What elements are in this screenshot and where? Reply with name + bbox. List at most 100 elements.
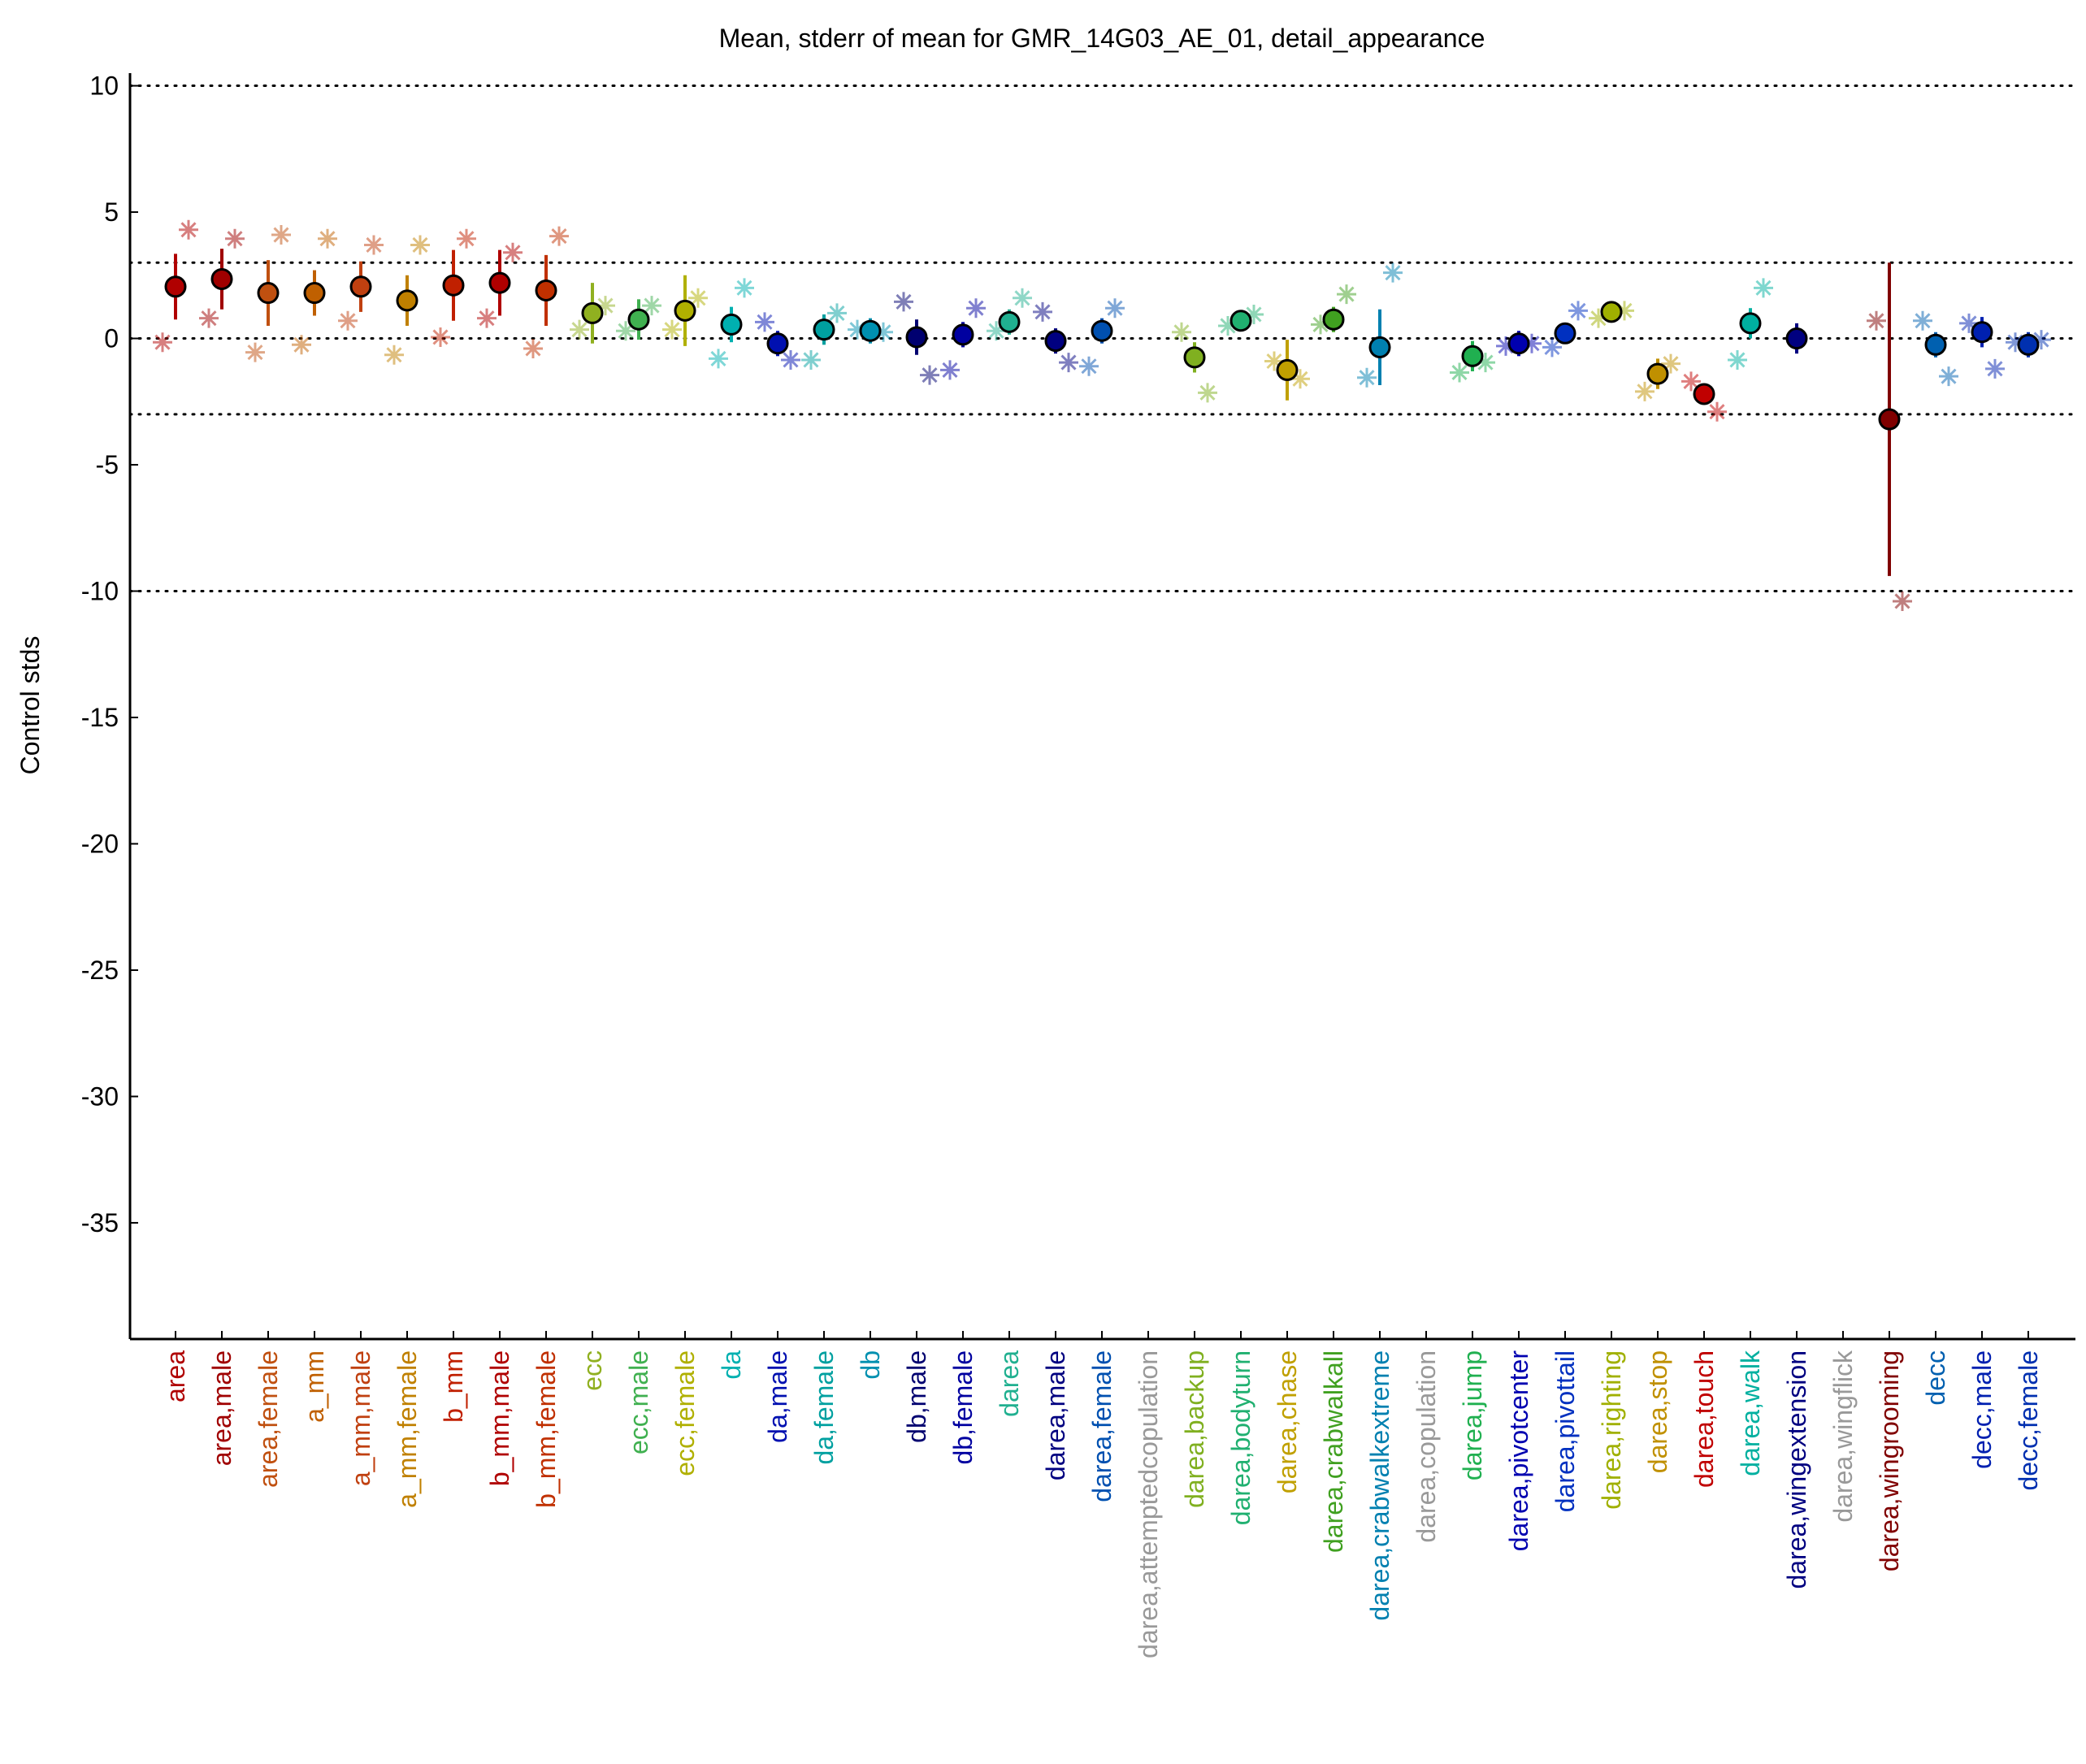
- chart-title: Mean, stderr of mean for GMR_14G03_AE_01…: [719, 24, 1485, 53]
- mean-marker: [257, 282, 280, 305]
- y-tick-label: -20: [81, 829, 119, 858]
- mean-marker: [488, 271, 511, 294]
- x-tick-label: ecc,female: [670, 1350, 700, 1476]
- x-tick-label: darea,attemptedcopulation: [1134, 1350, 1163, 1658]
- mean-marker: [1368, 336, 1391, 358]
- x-tick-label: darea,wingflick: [1828, 1350, 1858, 1523]
- x-tick-label: ecc: [578, 1350, 607, 1391]
- mean-marker: [998, 310, 1021, 333]
- star-marker: [364, 235, 384, 255]
- mean-marker: [581, 301, 604, 324]
- y-tick-label: -35: [81, 1208, 119, 1237]
- star-marker: [431, 327, 450, 347]
- star-marker: [662, 319, 682, 340]
- star-marker: [1728, 349, 1747, 370]
- star-marker: [801, 349, 821, 370]
- mean-marker: [442, 274, 465, 297]
- star-marker: [848, 319, 867, 340]
- x-tick-label: darea,copulation: [1412, 1350, 1441, 1543]
- star-marker: [477, 308, 497, 328]
- star-marker: [1754, 278, 1773, 298]
- x-tick-label: darea,wingrooming: [1875, 1350, 1904, 1571]
- mean-marker: [1229, 310, 1252, 332]
- star-marker: [384, 345, 404, 365]
- star-marker: [1959, 313, 1979, 333]
- star-marker: [1661, 353, 1681, 374]
- star-marker: [940, 360, 960, 380]
- x-tick-label: da,female: [809, 1350, 839, 1465]
- star-marker: [179, 219, 198, 240]
- star-marker: [457, 228, 476, 249]
- mean-marker: [859, 319, 882, 342]
- star-marker: [616, 321, 635, 341]
- x-tick-label: darea,male: [1041, 1350, 1070, 1480]
- mean-marker: [535, 279, 557, 301]
- x-tick-label: darea,crabwalkall: [1319, 1350, 1348, 1553]
- star-marker: [781, 349, 800, 370]
- x-tick-label: db,female: [948, 1350, 978, 1465]
- x-tick-label: darea,chase: [1273, 1350, 1302, 1493]
- star-marker: [199, 308, 219, 328]
- star-marker: [1079, 356, 1099, 376]
- x-tick-label: db,male: [902, 1350, 931, 1443]
- mean-marker: [1878, 408, 1901, 431]
- x-tick-label: a_mm: [300, 1350, 329, 1423]
- x-tick-label: darea,touch: [1689, 1350, 1719, 1488]
- x-tick-label: decc: [1921, 1350, 1950, 1406]
- x-tick-label: darea,righting: [1597, 1350, 1626, 1510]
- mean-marker: [1646, 362, 1669, 385]
- star-marker: [1383, 262, 1403, 283]
- star-marker: [570, 319, 589, 340]
- x-tick-label: darea,crabwalkextreme: [1365, 1350, 1394, 1621]
- x-tick-label: decc,male: [1967, 1350, 1997, 1469]
- x-tick-label: b_mm,female: [531, 1350, 561, 1508]
- star-marker: [2006, 332, 2025, 353]
- x-tick-label: darea,backup: [1180, 1350, 1209, 1508]
- mean-marker: [1554, 322, 1576, 345]
- star-marker: [827, 303, 847, 323]
- star-marker: [966, 298, 986, 319]
- mean-marker: [627, 308, 650, 331]
- star-marker: [1939, 366, 1958, 387]
- star-marker: [1013, 288, 1032, 308]
- y-tick-label: -30: [81, 1081, 119, 1111]
- star-marker: [920, 365, 939, 385]
- x-tick-label: darea,bodyturn: [1226, 1350, 1256, 1525]
- x-tick-label: da,male: [763, 1350, 792, 1443]
- mean-marker: [1091, 319, 1113, 342]
- x-tick-label: a_mm,male: [346, 1350, 375, 1486]
- star-marker: [596, 296, 615, 316]
- x-tick-label: darea,pivotcenter: [1504, 1350, 1533, 1552]
- mean-marker: [349, 275, 372, 298]
- star-marker: [1635, 381, 1654, 401]
- star-marker: [245, 342, 265, 362]
- star-marker: [1476, 353, 1495, 373]
- star-marker: [318, 228, 337, 249]
- star-marker: [1059, 353, 1078, 373]
- star-marker: [2032, 330, 2051, 350]
- mean-marker: [1924, 333, 1947, 356]
- star-marker: [549, 226, 569, 246]
- star-marker: [1264, 351, 1284, 371]
- star-marker: [894, 292, 913, 312]
- mean-marker: [720, 313, 743, 336]
- mean-marker: [1971, 321, 1993, 344]
- star-marker: [1450, 362, 1469, 383]
- star-marker: [1105, 298, 1125, 319]
- star-marker: [642, 296, 661, 316]
- mean-marker: [766, 332, 789, 355]
- star-marker: [1172, 322, 1191, 342]
- x-tick-label: darea,pivottail: [1550, 1350, 1580, 1512]
- star-marker: [1542, 337, 1562, 358]
- x-tick-label: area,male: [207, 1350, 236, 1466]
- x-tick-label: area,female: [254, 1350, 283, 1488]
- y-tick-label: 0: [104, 324, 119, 353]
- mean-marker: [396, 289, 419, 312]
- star-marker: [1218, 315, 1238, 336]
- y-tick-label: 5: [104, 197, 119, 227]
- x-tick-label: darea: [995, 1350, 1024, 1417]
- star-marker: [1311, 314, 1330, 335]
- mean-marker: [674, 299, 696, 322]
- star-marker: [688, 288, 708, 308]
